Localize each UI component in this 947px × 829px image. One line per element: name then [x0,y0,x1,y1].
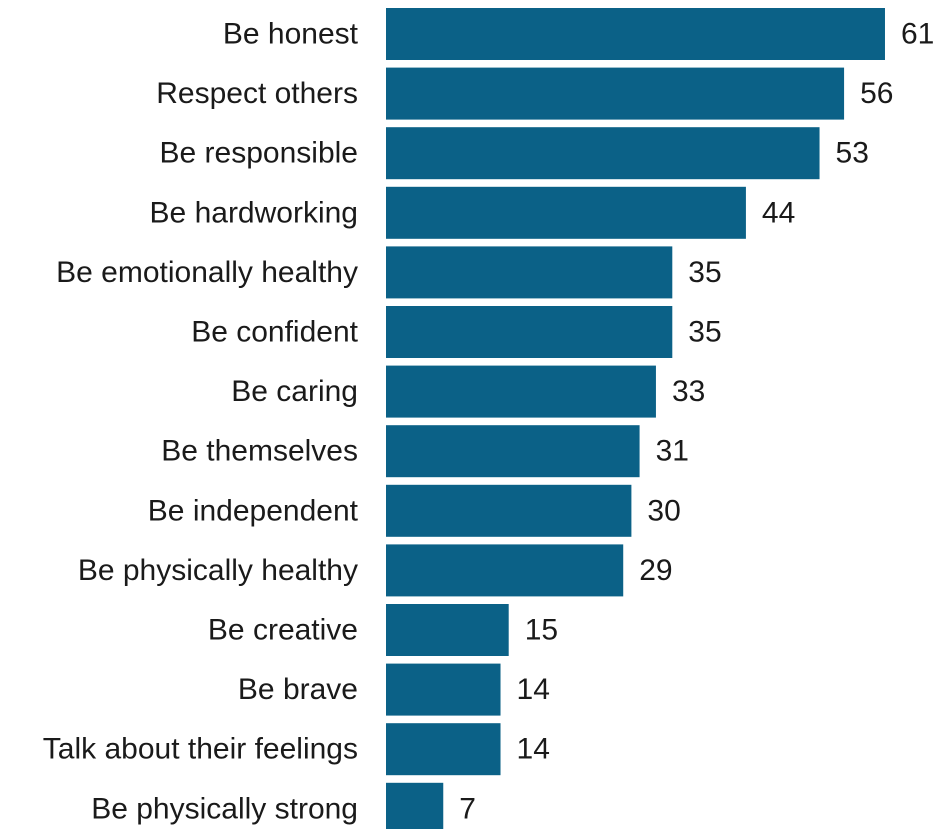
bar-5 [386,306,673,358]
category-label-8: Be independent [148,494,359,527]
bar-12 [386,723,501,776]
category-label-4: Be emotionally healthy [56,256,358,289]
value-label-12: 14 [517,733,550,766]
category-label-0: Be honest [223,18,359,51]
category-label-10: Be creative [208,614,358,647]
bars-group [386,8,885,829]
value-label-6: 33 [672,375,705,408]
category-labels-group: Be honest Respect others Be responsible Be … [43,18,359,826]
category-label-7: Be themselves [161,435,358,468]
bar-8 [386,484,632,537]
value-label-0: 61 [901,18,934,51]
category-label-5: Be confident [191,316,358,349]
category-label-6: Be caring [231,375,358,408]
value-label-5: 35 [688,316,721,349]
value-label-10: 15 [525,614,558,647]
value-label-9: 29 [639,554,672,587]
value-label-2: 53 [836,137,869,170]
category-label-1: Respect others [156,77,358,110]
value-label-13: 7 [459,792,476,825]
category-label-9: Be physically healthy [78,554,358,587]
value-label-4: 35 [688,256,721,289]
value-label-8: 30 [647,494,680,527]
category-label-13: Be physically strong [91,792,358,825]
bar-2 [386,127,820,180]
bar-10 [386,604,509,656]
value-label-3: 44 [762,196,795,229]
bar-4 [386,246,673,299]
bar-1 [386,67,845,120]
bar-13 [386,782,444,829]
value-label-7: 31 [656,435,689,468]
bar-9 [386,544,624,597]
category-label-2: Be responsible [160,137,358,170]
value-label-1: 56 [860,77,893,110]
bar-0 [386,8,885,60]
value-label-11: 14 [517,673,550,706]
bar-3 [386,186,746,239]
category-label-3: Be hardworking [150,196,358,229]
bar-11 [386,663,501,716]
bar-6 [386,365,656,418]
category-label-12: Talk about their feelings [43,733,358,766]
bar-7 [386,425,640,478]
category-label-11: Be brave [238,673,358,706]
